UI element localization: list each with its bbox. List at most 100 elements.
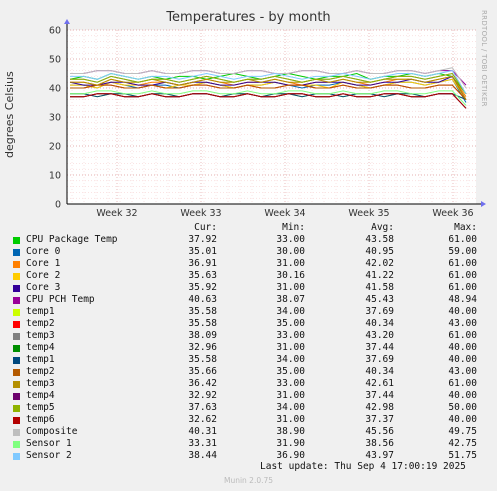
legend-value-min: 31.00 <box>276 282 305 293</box>
legend-swatch <box>13 369 20 376</box>
rrdtool-credit: RRDTOOL / TOBI OETIKER <box>480 10 488 107</box>
legend-row: Sensor 1 33.31 31.90 38.56 42.75 <box>12 438 492 450</box>
legend-value-cur: 40.63 <box>188 294 217 305</box>
legend-value-max: 43.00 <box>448 366 477 377</box>
legend-swatch <box>13 273 20 280</box>
legend-series-name: temp3 <box>26 378 55 389</box>
legend-value-cur: 35.63 <box>188 270 217 281</box>
legend-swatch <box>13 417 20 424</box>
legend-value-cur: 36.91 <box>188 258 217 269</box>
legend-series-name: temp3 <box>26 330 55 341</box>
legend-row: Sensor 2 38.44 36.90 43.97 51.75 <box>12 450 492 462</box>
chart-title: Temperatures - by month <box>166 10 331 25</box>
last-update-text: Last update: Thu Sep 4 17:00:19 2025 <box>260 461 466 472</box>
legend-row: CPU PCH Temp 40.63 38.07 45.43 48.94 <box>12 294 492 306</box>
legend-value-cur: 35.92 <box>188 282 217 293</box>
legend-value-max: 61.00 <box>448 282 477 293</box>
legend-header-row: Cur: Min: Avg: Max: <box>12 222 492 234</box>
legend-value-avg: 38.56 <box>365 438 394 449</box>
legend-series-name: temp6 <box>26 414 55 425</box>
legend-swatch <box>13 297 20 304</box>
legend-value-max: 50.00 <box>448 402 477 413</box>
legend-value-avg: 41.22 <box>365 270 394 281</box>
legend-series-name: Core 2 <box>26 270 61 281</box>
legend-series-name: CPU PCH Temp <box>26 294 95 305</box>
legend-series-name: temp4 <box>26 342 55 353</box>
legend-value-cur: 35.01 <box>188 246 217 257</box>
legend-value-avg: 43.58 <box>365 234 394 245</box>
legend-value-min: 33.00 <box>276 330 305 341</box>
x-tick-label: Week 32 <box>96 208 137 219</box>
legend-value-min: 36.90 <box>276 450 305 461</box>
y-tick-label: 30 <box>49 113 61 124</box>
legend-row: Core 0 35.01 30.00 40.95 59.00 <box>12 246 492 258</box>
legend-value-min: 38.90 <box>276 426 305 437</box>
legend-swatch <box>13 249 20 256</box>
legend-value-min: 35.00 <box>276 318 305 329</box>
legend-row: temp1 35.58 34.00 37.69 40.00 <box>12 306 492 318</box>
legend-header-avg: Avg: <box>371 222 394 233</box>
legend-row: temp1 35.58 34.00 37.69 40.00 <box>12 354 492 366</box>
legend-value-cur: 36.42 <box>188 378 217 389</box>
legend-swatch <box>13 357 20 364</box>
legend-value-cur: 37.92 <box>188 234 217 245</box>
legend-series-name: CPU Package Temp <box>26 234 118 245</box>
chart-plot: 0 10 20 30 40 50 60 Week 32 Week 33 Week 34 Week 3… <box>49 19 486 219</box>
legend-swatch <box>13 321 20 328</box>
legend-value-min: 30.00 <box>276 246 305 257</box>
legend-value-cur: 35.58 <box>188 318 217 329</box>
legend-value-min: 31.90 <box>276 438 305 449</box>
legend-series-name: Core 3 <box>26 282 61 293</box>
legend-value-cur: 38.44 <box>188 450 217 461</box>
series-line <box>70 93 467 109</box>
legend-value-cur: 38.09 <box>188 330 217 341</box>
legend-value-min: 33.00 <box>276 378 305 389</box>
legend-series-name: temp5 <box>26 402 55 413</box>
legend-series-name: Sensor 2 <box>26 450 72 461</box>
legend-value-cur: 40.31 <box>188 426 217 437</box>
legend-value-avg: 41.58 <box>365 282 394 293</box>
legend-value-min: 34.00 <box>276 306 305 317</box>
series-line <box>69 75 467 100</box>
y-tick-label: 10 <box>49 171 61 182</box>
legend-swatch <box>13 441 20 448</box>
y-tick-label: 20 <box>49 142 61 153</box>
y-tick-label: 0 <box>55 200 61 211</box>
legend-header-cur: Cur: <box>194 222 217 233</box>
legend-swatch <box>13 261 20 268</box>
legend-value-avg: 43.20 <box>365 330 394 341</box>
legend-row: temp4 32.92 31.00 37.44 40.00 <box>12 390 492 402</box>
legend-value-max: 43.00 <box>448 318 477 329</box>
legend-swatch <box>13 429 20 436</box>
legend-row: Core 1 36.91 31.00 42.02 61.00 <box>12 258 492 270</box>
legend-value-avg: 45.43 <box>365 294 394 305</box>
legend-value-max: 61.00 <box>448 258 477 269</box>
legend-value-max: 61.00 <box>448 234 477 245</box>
legend-value-max: 40.00 <box>448 354 477 365</box>
legend-value-max: 40.00 <box>448 390 477 401</box>
legend-row: Core 2 35.63 30.16 41.22 61.00 <box>12 270 492 282</box>
legend-series-name: temp2 <box>26 366 55 377</box>
legend-value-min: 35.00 <box>276 366 305 377</box>
legend-swatch <box>13 381 20 388</box>
legend-series-name: Core 0 <box>26 246 61 257</box>
legend-value-avg: 42.98 <box>365 402 394 413</box>
legend-swatch <box>13 393 20 400</box>
legend-value-cur: 35.58 <box>188 306 217 317</box>
legend-series-name: temp1 <box>26 306 55 317</box>
legend-series-name: Core 1 <box>26 258 61 269</box>
legend-value-avg: 42.61 <box>365 378 394 389</box>
legend-row: CPU Package Temp 37.92 33.00 43.58 61.00 <box>12 234 492 246</box>
legend-series-name: temp1 <box>26 354 55 365</box>
series-line <box>70 90 467 106</box>
legend-value-min: 30.16 <box>276 270 305 281</box>
legend-value-cur: 35.66 <box>188 366 217 377</box>
legend-value-cur: 35.58 <box>188 354 217 365</box>
legend-value-min: 34.00 <box>276 354 305 365</box>
legend-value-max: 61.00 <box>448 270 477 281</box>
legend-value-avg: 37.69 <box>365 306 394 317</box>
legend-value-cur: 32.62 <box>188 414 217 425</box>
series-line <box>70 67 467 89</box>
legend-value-min: 31.00 <box>276 342 305 353</box>
legend-swatch <box>13 405 20 412</box>
